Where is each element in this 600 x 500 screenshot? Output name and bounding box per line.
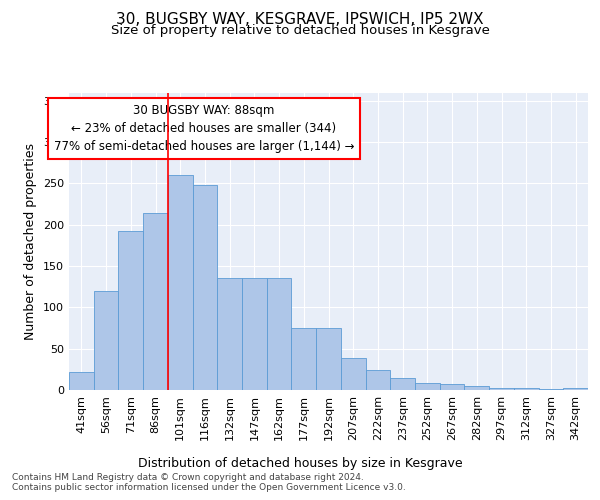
Bar	[94, 291, 118, 390]
Bar	[563, 388, 588, 390]
Bar	[69, 372, 94, 390]
Bar	[168, 175, 193, 390]
Bar	[489, 388, 514, 390]
Bar	[316, 328, 341, 390]
Bar	[267, 278, 292, 390]
Bar	[217, 278, 242, 390]
Bar	[464, 386, 489, 390]
Bar	[514, 388, 539, 390]
Text: Contains HM Land Registry data © Crown copyright and database right 2024.: Contains HM Land Registry data © Crown c…	[12, 472, 364, 482]
Bar	[193, 185, 217, 390]
Bar	[118, 230, 143, 390]
Bar	[415, 384, 440, 390]
Text: 30, BUGSBY WAY, KESGRAVE, IPSWICH, IP5 2WX: 30, BUGSBY WAY, KESGRAVE, IPSWICH, IP5 2…	[116, 12, 484, 28]
Bar	[390, 378, 415, 390]
Bar	[539, 389, 563, 390]
Text: Contains public sector information licensed under the Open Government Licence v3: Contains public sector information licen…	[12, 482, 406, 492]
Bar	[292, 328, 316, 390]
Bar	[242, 278, 267, 390]
Bar	[341, 358, 365, 390]
Text: 30 BUGSBY WAY: 88sqm
← 23% of detached houses are smaller (344)
77% of semi-deta: 30 BUGSBY WAY: 88sqm ← 23% of detached h…	[53, 104, 354, 154]
Y-axis label: Number of detached properties: Number of detached properties	[25, 143, 37, 340]
Bar	[365, 370, 390, 390]
Text: Distribution of detached houses by size in Kesgrave: Distribution of detached houses by size …	[137, 458, 463, 470]
Bar	[440, 384, 464, 390]
Bar	[143, 213, 168, 390]
Text: Size of property relative to detached houses in Kesgrave: Size of property relative to detached ho…	[110, 24, 490, 37]
